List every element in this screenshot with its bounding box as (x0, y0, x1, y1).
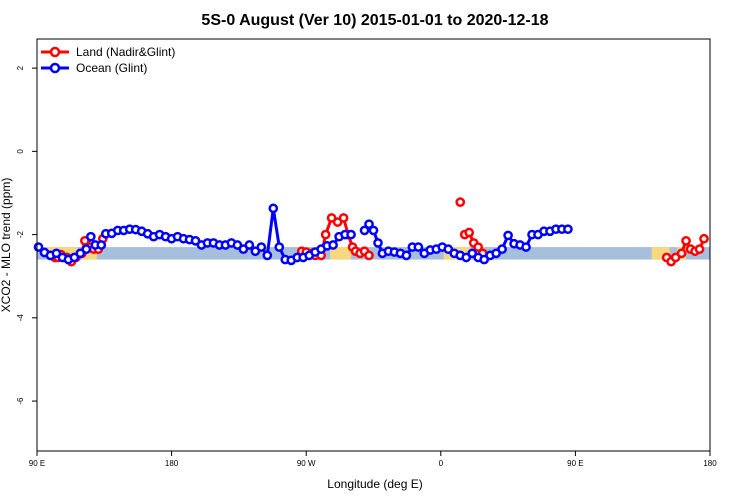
land-point-iso-0 (455, 197, 466, 207)
legend-ocean-marker (49, 62, 61, 74)
series-points (33, 197, 709, 267)
ocean-point-54 (359, 225, 370, 236)
y-axis: 2 0 -2 -4 -6 (16, 65, 37, 405)
ocean-point-36 (244, 240, 255, 250)
background-bands (37, 247, 710, 260)
x-tick-label-3: 0 (439, 459, 444, 468)
ocean-point-56 (368, 225, 379, 236)
ocean-point-8 (81, 244, 92, 255)
legend-ocean-label: Ocean (Glint) (76, 61, 147, 75)
y-tick-label-1: 0 (16, 149, 25, 154)
chart-title: 5S-0 August (Ver 10) 2015-01-01 to 2020-… (201, 12, 548, 29)
ocean-point-78 (497, 244, 507, 255)
land-point-3-3 (676, 248, 687, 259)
ocean-point-57 (373, 238, 383, 248)
ocean-point-79 (503, 230, 513, 241)
legend-land-marker (49, 46, 61, 58)
ocean-point-50 (328, 240, 338, 250)
land-point-2-3 (473, 242, 484, 252)
ocean-band (37, 247, 710, 260)
x-tick-label-2: 90 W (297, 459, 316, 468)
ocean-point-11 (96, 240, 107, 250)
ocean-point-41 (274, 242, 285, 252)
y-axis-label: XCO2 - MLO trend (ppm) (0, 178, 13, 313)
y-tick-label-2: -2 (16, 230, 25, 238)
x-tick-label-5: 180 (703, 459, 717, 468)
x-tick-label-0: 90 E (29, 459, 45, 468)
x-axis: 90 E 180 90 W 0 90 E 180 (29, 451, 717, 468)
ocean-point-62 (401, 250, 412, 261)
ocean-point-53 (346, 229, 356, 240)
ocean-point-89 (563, 224, 573, 235)
y-tick-label-4: -6 (16, 397, 25, 405)
ocean-point-39 (262, 250, 273, 261)
x-tick-label-1: 180 (165, 459, 179, 468)
x-tick-label-4: 90 E (567, 459, 583, 468)
legend-land-label: Land (Nadir&Glint) (76, 45, 175, 59)
land-point-1-14 (364, 250, 374, 261)
land-point-3-8 (699, 233, 709, 244)
ocean-point-64 (413, 242, 424, 252)
y-tick-label-3: -4 (16, 314, 25, 322)
land-point-1-5 (320, 229, 331, 240)
land-band-2 (330, 247, 352, 260)
ocean-point-55 (364, 219, 374, 230)
land-point-1-8 (338, 213, 349, 223)
y-tick-label-0: 2 (16, 65, 25, 70)
plot-frame (36, 38, 711, 452)
x-axis-label: Longitude (deg E) (327, 477, 422, 491)
land-point-3-4 (681, 235, 691, 246)
ocean-point-82 (521, 242, 531, 252)
land-point-3-7 (694, 244, 705, 255)
ocean-point-40 (268, 203, 279, 214)
legend: Land (Nadir&Glint) Ocean (Glint) (41, 45, 175, 75)
ocean-point-9 (85, 231, 96, 242)
ocean-point-38 (256, 242, 267, 252)
land-point-2-1 (464, 227, 475, 238)
